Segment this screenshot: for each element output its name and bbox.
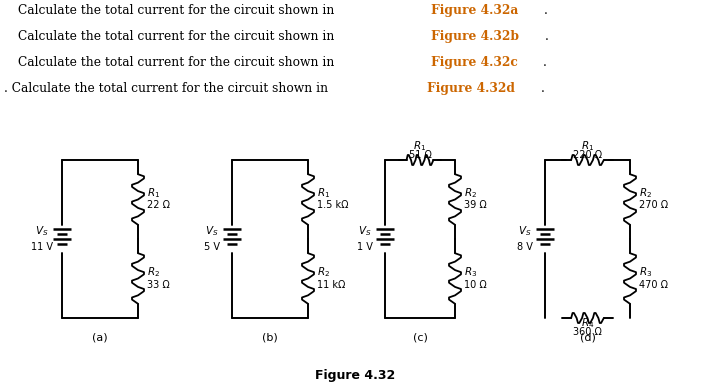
Text: 1.5 kΩ: 1.5 kΩ (317, 200, 349, 211)
Text: 8 V: 8 V (517, 242, 533, 252)
Text: (d): (d) (579, 333, 596, 343)
Text: 5 V: 5 V (204, 242, 220, 252)
Text: $R_2$: $R_2$ (639, 187, 652, 200)
Text: $R_3$: $R_3$ (464, 265, 477, 280)
Text: 33 Ω: 33 Ω (147, 280, 170, 290)
Text: 1 V: 1 V (357, 242, 373, 252)
Text: .: . (543, 56, 547, 69)
Text: Figure 4.32b: Figure 4.32b (431, 30, 519, 43)
Text: Calculate the total current for the circuit shown in: Calculate the total current for the circ… (18, 4, 338, 17)
Text: Figure 4.32d: Figure 4.32d (427, 82, 515, 95)
Text: 10 Ω: 10 Ω (464, 280, 487, 290)
Text: 220 Ω: 220 Ω (573, 150, 602, 160)
Text: Calculate the total current for the circuit shown in: Calculate the total current for the circ… (18, 30, 338, 43)
Text: (b): (b) (262, 333, 278, 343)
Text: (c): (c) (413, 333, 427, 343)
Text: .: . (545, 30, 549, 43)
Text: .: . (544, 4, 548, 17)
Text: 39 Ω: 39 Ω (464, 200, 487, 211)
Text: 270 Ω: 270 Ω (639, 200, 668, 211)
Text: 360 Ω: 360 Ω (573, 327, 602, 337)
Text: 11 kΩ: 11 kΩ (317, 280, 345, 290)
Text: Calculate the total current for the circuit shown in: Calculate the total current for the circ… (18, 56, 338, 69)
Text: $R_1$: $R_1$ (317, 187, 330, 200)
Text: $R_2$: $R_2$ (147, 265, 160, 280)
Text: 11 V: 11 V (31, 242, 53, 252)
Text: $R_3$: $R_3$ (639, 265, 652, 280)
Text: $V_S$: $V_S$ (518, 224, 532, 238)
Text: $R_1$: $R_1$ (581, 139, 594, 153)
Text: . Calculate the total current for the circuit shown in: . Calculate the total current for the ci… (4, 82, 332, 95)
Text: $V_S$: $V_S$ (36, 224, 49, 238)
Text: .: . (541, 82, 545, 95)
Text: 470 Ω: 470 Ω (639, 280, 668, 290)
Text: $R_2$: $R_2$ (464, 187, 477, 200)
Text: $R_4$: $R_4$ (581, 316, 594, 330)
Text: Figure 4.32a: Figure 4.32a (431, 4, 518, 17)
Text: 51 Ω: 51 Ω (408, 150, 432, 160)
Text: $R_1$: $R_1$ (147, 187, 160, 200)
Text: $R_2$: $R_2$ (317, 265, 330, 280)
Text: Figure 4.32c: Figure 4.32c (431, 56, 518, 69)
Text: (a): (a) (92, 333, 108, 343)
Text: $V_S$: $V_S$ (205, 224, 219, 238)
Text: Figure 4.32: Figure 4.32 (315, 368, 395, 381)
Text: 22 Ω: 22 Ω (147, 200, 170, 211)
Text: $V_S$: $V_S$ (359, 224, 372, 238)
Text: $R_1$: $R_1$ (413, 139, 427, 153)
